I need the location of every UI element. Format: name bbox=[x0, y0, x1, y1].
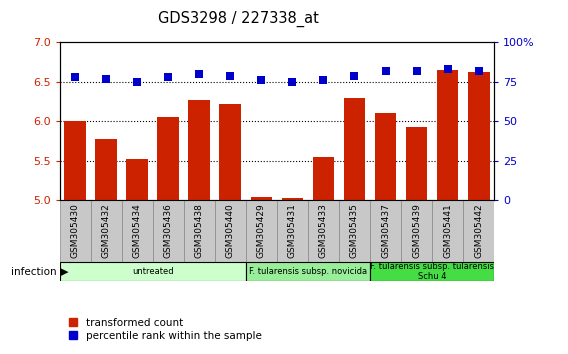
Text: GSM305442: GSM305442 bbox=[474, 203, 483, 258]
Bar bbox=[370, 200, 401, 262]
Text: GSM305435: GSM305435 bbox=[350, 203, 359, 258]
Bar bbox=[64, 121, 86, 200]
Bar bbox=[432, 200, 463, 262]
Bar bbox=[277, 200, 308, 262]
Point bbox=[319, 78, 328, 83]
Bar bbox=[189, 100, 210, 200]
Point bbox=[133, 79, 142, 85]
Bar bbox=[308, 200, 339, 262]
Bar bbox=[215, 200, 246, 262]
Text: GSM305438: GSM305438 bbox=[195, 203, 204, 258]
Bar bbox=[437, 70, 458, 200]
Text: ▶: ▶ bbox=[60, 267, 68, 277]
Text: F. tularensis subsp. tularensis
Schu 4: F. tularensis subsp. tularensis Schu 4 bbox=[370, 262, 494, 281]
Bar bbox=[370, 262, 494, 281]
Bar bbox=[344, 98, 365, 200]
Point bbox=[474, 68, 483, 74]
Point bbox=[412, 68, 421, 74]
Text: GSM305430: GSM305430 bbox=[70, 203, 80, 258]
Text: GSM305439: GSM305439 bbox=[412, 203, 421, 258]
Point bbox=[257, 78, 266, 83]
Bar bbox=[282, 199, 303, 200]
Bar bbox=[250, 197, 272, 200]
Point bbox=[381, 68, 390, 74]
Text: F. tularensis subsp. novicida: F. tularensis subsp. novicida bbox=[249, 267, 367, 276]
Bar bbox=[184, 200, 215, 262]
Point bbox=[443, 67, 452, 72]
Bar bbox=[60, 200, 91, 262]
Bar bbox=[339, 200, 370, 262]
Bar bbox=[375, 113, 396, 200]
Point bbox=[164, 74, 173, 80]
Point bbox=[288, 79, 297, 85]
Point bbox=[226, 73, 235, 78]
Text: GSM305433: GSM305433 bbox=[319, 203, 328, 258]
Text: GDS3298 / 227338_at: GDS3298 / 227338_at bbox=[158, 11, 319, 27]
Point bbox=[102, 76, 111, 81]
Bar bbox=[468, 72, 490, 200]
Bar bbox=[95, 138, 117, 200]
Bar bbox=[463, 200, 494, 262]
Text: GSM305429: GSM305429 bbox=[257, 203, 266, 258]
Text: infection: infection bbox=[11, 267, 57, 277]
Text: untreated: untreated bbox=[132, 267, 174, 276]
Bar bbox=[219, 104, 241, 200]
Bar bbox=[406, 127, 428, 200]
Point bbox=[70, 74, 80, 80]
Point bbox=[350, 73, 359, 78]
Text: GSM305432: GSM305432 bbox=[102, 203, 111, 258]
Bar bbox=[122, 200, 153, 262]
Text: GSM305437: GSM305437 bbox=[381, 203, 390, 258]
Bar bbox=[401, 200, 432, 262]
Legend: transformed count, percentile rank within the sample: transformed count, percentile rank withi… bbox=[65, 314, 266, 345]
Bar bbox=[126, 159, 148, 200]
Bar bbox=[246, 200, 277, 262]
Bar bbox=[60, 262, 246, 281]
Text: GSM305441: GSM305441 bbox=[443, 203, 452, 258]
Bar bbox=[312, 157, 335, 200]
Point bbox=[195, 71, 204, 77]
Bar bbox=[153, 200, 184, 262]
Text: GSM305431: GSM305431 bbox=[288, 203, 297, 258]
Bar bbox=[91, 200, 122, 262]
Bar bbox=[157, 117, 179, 200]
Bar bbox=[246, 262, 370, 281]
Text: GSM305436: GSM305436 bbox=[164, 203, 173, 258]
Text: GSM305434: GSM305434 bbox=[133, 203, 142, 258]
Text: GSM305440: GSM305440 bbox=[226, 203, 235, 258]
